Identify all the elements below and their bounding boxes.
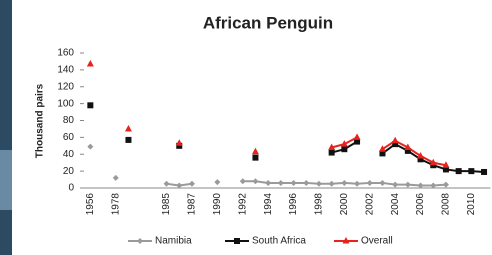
- x-tick-label: 1998: [314, 193, 325, 216]
- marker: [214, 179, 220, 185]
- y-tick-label: 120: [57, 81, 74, 92]
- y-tick-label: 0: [68, 183, 74, 194]
- marker: [405, 182, 411, 188]
- x-tick-label: 1978: [110, 193, 121, 216]
- x-tick-label: 2004: [390, 193, 401, 216]
- y-tick-label: 60: [63, 132, 75, 143]
- x-tick-label: 2006: [415, 193, 426, 216]
- chart-title: African Penguin: [203, 13, 333, 32]
- marker: [176, 139, 183, 146]
- x-tick-label: 1985: [161, 193, 172, 216]
- marker: [329, 150, 335, 156]
- series-line: [332, 137, 446, 165]
- y-tick-label: 40: [63, 149, 75, 160]
- x-tick-label: 1987: [187, 193, 198, 216]
- marker: [443, 182, 449, 188]
- y-tick-label: 100: [57, 98, 74, 109]
- marker: [87, 144, 93, 150]
- y-tick-label: 80: [63, 115, 75, 126]
- photo-strip: [0, 150, 12, 210]
- marker: [468, 168, 474, 174]
- marker: [125, 125, 132, 132]
- marker: [456, 168, 462, 174]
- legend-marker: [234, 238, 240, 244]
- marker: [125, 137, 131, 143]
- marker: [303, 180, 309, 186]
- legend-label: Overall: [361, 236, 393, 247]
- legend-marker: [137, 238, 143, 244]
- marker: [113, 175, 119, 181]
- legend-label: Namibia: [155, 236, 192, 247]
- marker: [392, 182, 398, 188]
- x-tick-label: 1990: [212, 193, 223, 216]
- marker: [392, 137, 399, 144]
- y-tick-label: 160: [57, 48, 74, 59]
- marker: [367, 180, 373, 186]
- y-tick-label: 20: [63, 166, 75, 177]
- marker: [341, 146, 347, 152]
- chart: African Penguin Thousand pairs 0 20 40 60 80…: [0, 0, 492, 255]
- marker: [164, 181, 170, 187]
- marker: [240, 178, 246, 184]
- marker: [354, 133, 361, 140]
- x-tick-label: 1956: [85, 193, 96, 216]
- legend-label: South Africa: [252, 236, 306, 247]
- x-tick-label: 1992: [237, 193, 248, 216]
- marker: [379, 180, 385, 186]
- x-tick-label: 2000: [339, 193, 350, 216]
- marker: [265, 180, 271, 186]
- marker: [87, 60, 94, 67]
- photo-strip: [0, 0, 12, 255]
- marker: [252, 155, 258, 161]
- marker: [329, 181, 335, 187]
- x-tick-label: 1996: [288, 193, 299, 216]
- x-tick-label: 2008: [441, 193, 452, 216]
- marker: [291, 180, 297, 186]
- marker: [278, 180, 284, 186]
- marker: [316, 181, 322, 187]
- marker: [87, 102, 93, 108]
- y-axis-title: Thousand pairs: [35, 83, 46, 158]
- marker: [354, 181, 360, 187]
- x-tick-label: 1994: [263, 193, 274, 216]
- x-tick-label: 2002: [364, 193, 375, 216]
- marker: [189, 181, 195, 187]
- y-tick-label: 140: [57, 65, 74, 76]
- x-tick-label: 2010: [466, 193, 477, 216]
- marker: [252, 148, 259, 155]
- marker: [481, 169, 487, 175]
- marker: [341, 180, 347, 186]
- marker: [252, 178, 258, 184]
